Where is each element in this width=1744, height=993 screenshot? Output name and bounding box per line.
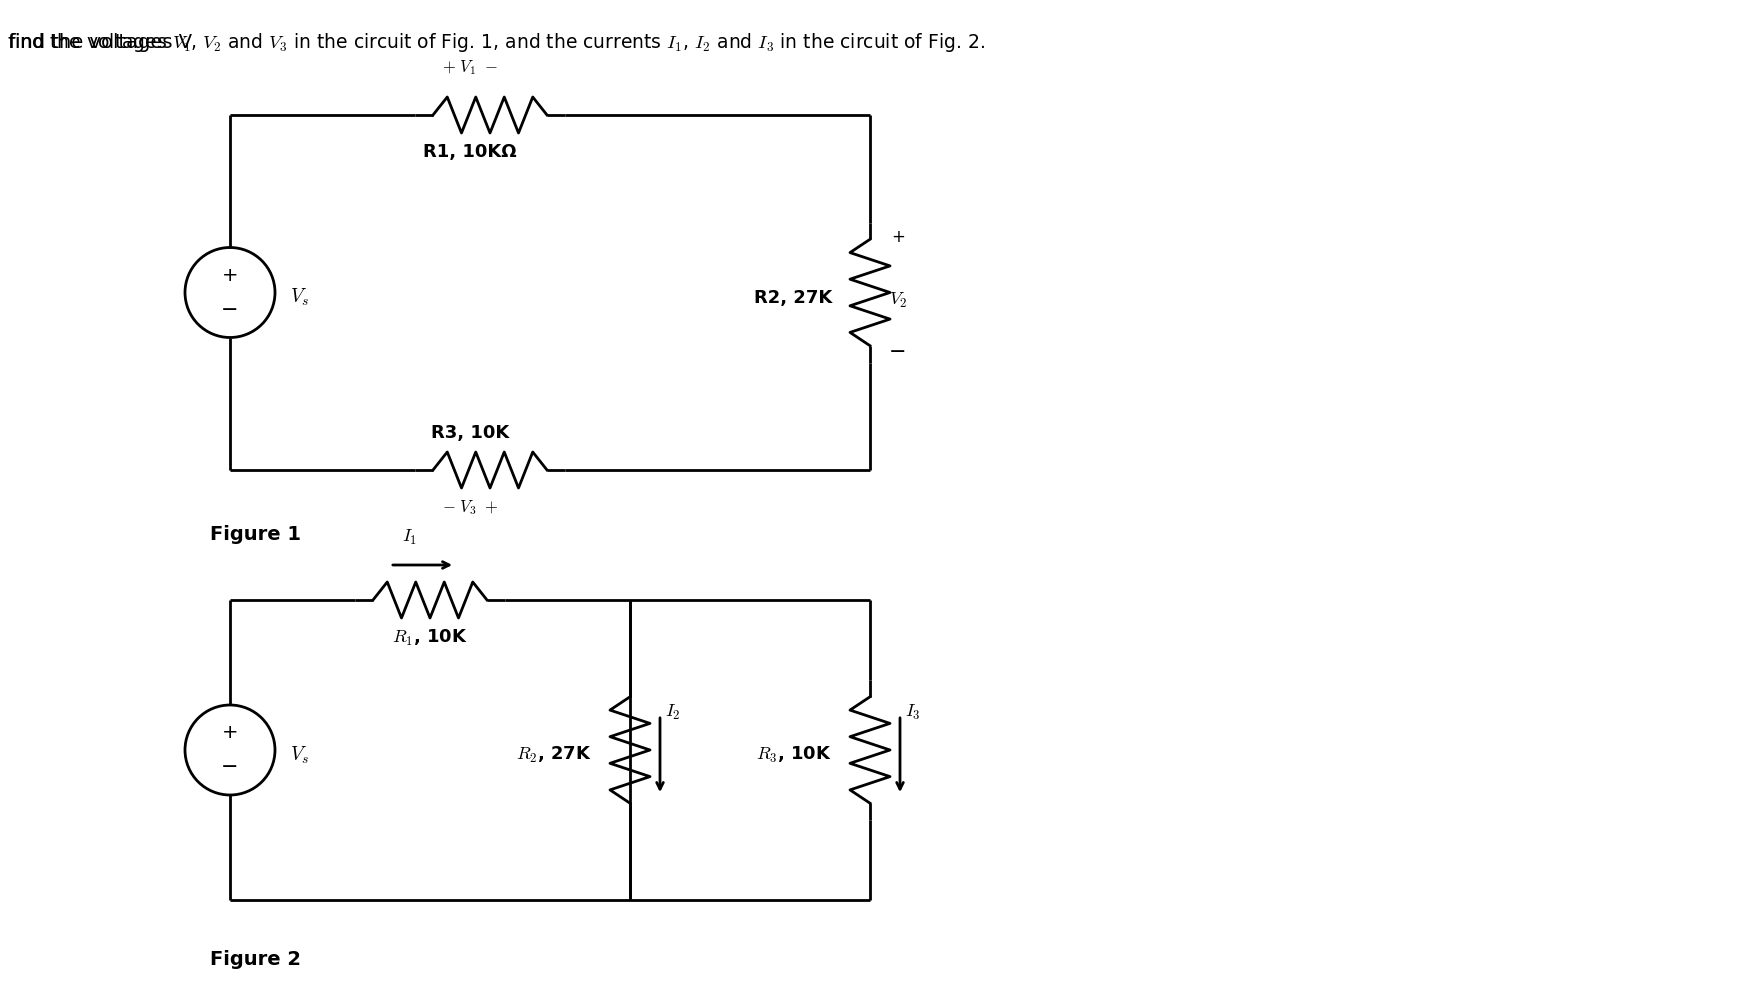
Text: +: + <box>891 228 905 246</box>
Text: $+\ V_1\ -$: $+\ V_1\ -$ <box>441 59 497 77</box>
Text: $I_1$: $I_1$ <box>403 528 417 547</box>
Text: $R_1$, 10K: $R_1$, 10K <box>392 628 467 648</box>
Text: Figure 2: Figure 2 <box>209 950 302 969</box>
Text: −: − <box>889 343 907 362</box>
Text: find the voltages V: find the voltages V <box>9 33 192 52</box>
Text: R2, 27K: R2, 27K <box>753 289 832 307</box>
Text: Figure 1: Figure 1 <box>209 525 302 544</box>
Text: $R_2$, 27K: $R_2$, 27K <box>516 745 591 765</box>
Text: +: + <box>221 266 239 285</box>
Text: R3, 10K: R3, 10K <box>431 424 509 442</box>
Text: +: + <box>221 723 239 743</box>
Text: $V_2$: $V_2$ <box>889 291 907 310</box>
Text: $I_3$: $I_3$ <box>905 702 921 722</box>
Text: −: − <box>221 757 239 778</box>
Text: $V_s$: $V_s$ <box>290 287 309 308</box>
Text: $I_2$: $I_2$ <box>664 702 680 722</box>
Text: $R_3$, 10K: $R_3$, 10K <box>757 745 832 765</box>
Text: $-\ V_3\ +$: $-\ V_3\ +$ <box>441 498 499 516</box>
Text: R1, 10KΩ: R1, 10KΩ <box>424 143 516 161</box>
Text: −: − <box>221 300 239 320</box>
Text: $V_s$: $V_s$ <box>290 745 309 766</box>
Text: find the voltages $V_{1}$, $V_{2}$ and $V_{3}$ in the circuit of Fig. 1, and the: find the voltages $V_{1}$, $V_{2}$ and $… <box>9 31 985 54</box>
